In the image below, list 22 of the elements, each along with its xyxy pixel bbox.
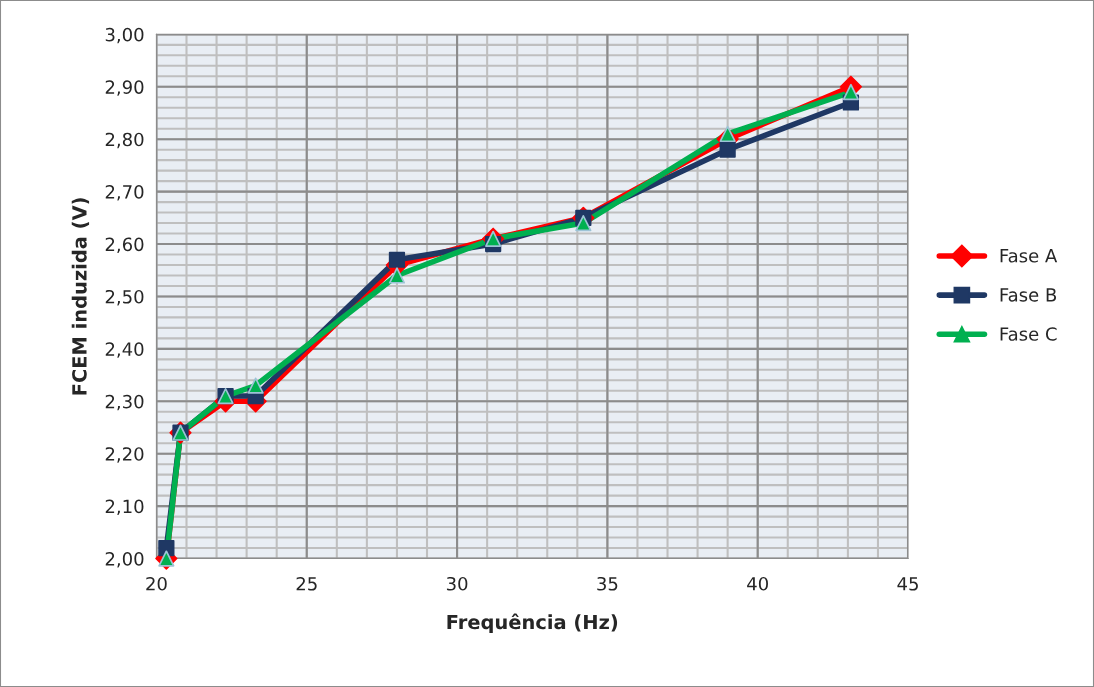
y-tick-label: 2,90 — [105, 80, 144, 96]
legend-label: Fase B — [1000, 288, 1057, 302]
x-tick-label: 45 — [897, 577, 918, 591]
legend-label: Fase A — [1000, 249, 1058, 263]
x-tick-label: 35 — [597, 576, 618, 591]
y-tick-label: 2,30 — [105, 394, 144, 411]
x-tick-label: 25 — [296, 576, 317, 591]
x-axis-title: Frequência (Hz) — [447, 613, 618, 634]
x-tick-label: 20 — [146, 576, 167, 591]
y-tick-label: 2,40 — [105, 342, 144, 358]
y-tick-label: 2,60 — [105, 237, 144, 253]
y-tick-label: 2,00 — [105, 551, 144, 568]
y-axis-title: FCEM induzida (V) — [71, 198, 90, 395]
y-tick-label: 2,10 — [105, 499, 144, 516]
y-tick-label: 2,20 — [105, 447, 144, 463]
x-tick-label: 30 — [446, 576, 468, 591]
y-tick-label: 3,00 — [105, 27, 144, 44]
y-tick-label: 2,50 — [105, 289, 144, 306]
legend-label: Fase C — [1000, 327, 1057, 341]
y-tick-label: 2,70 — [105, 185, 144, 201]
x-tick-label: 40 — [747, 576, 768, 591]
y-tick-label: 2,80 — [105, 132, 144, 149]
